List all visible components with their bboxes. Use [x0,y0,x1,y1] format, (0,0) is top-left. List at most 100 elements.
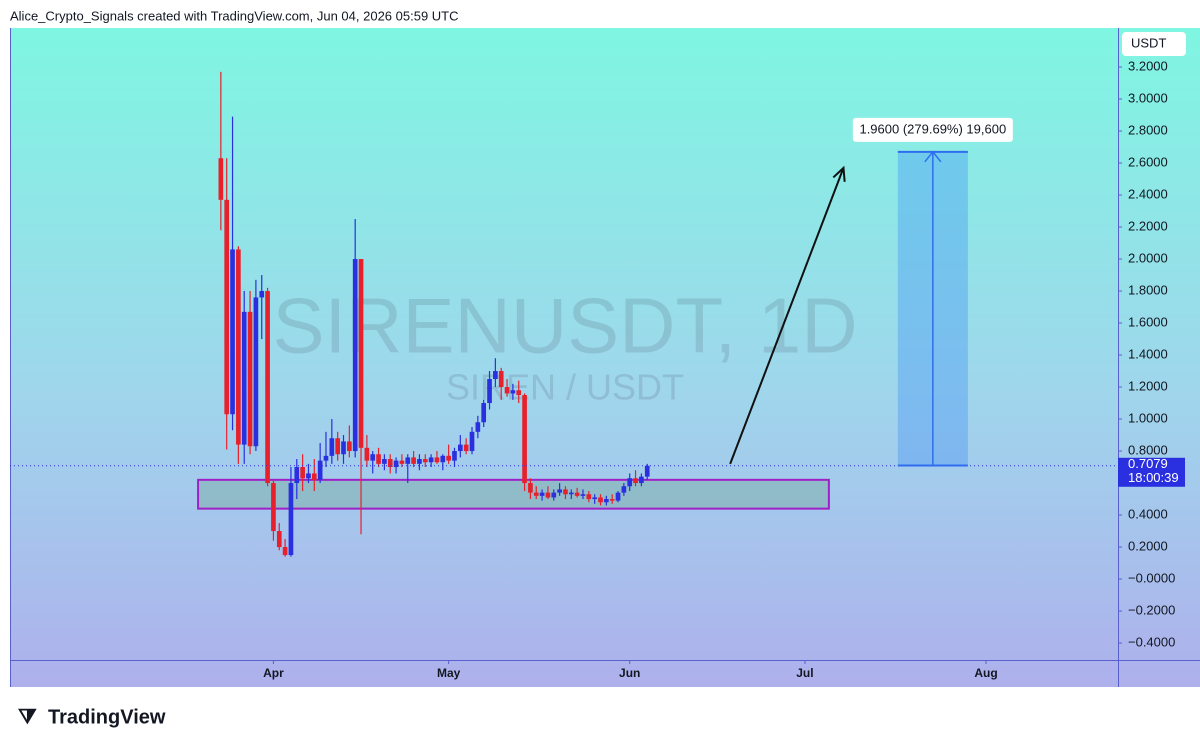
candle-body [218,158,224,200]
candle-body [510,390,516,394]
last-price: 0.7079 [1128,456,1168,471]
candle-body [247,311,253,447]
candle-body [253,297,259,447]
y-tick-label: 3.2000 [1128,58,1168,73]
candle-body [545,492,551,498]
candle-body [446,455,451,461]
projection-arrowhead [924,150,942,163]
candle-body [323,455,329,461]
y-tick-label: 2.0000 [1128,250,1168,265]
candle-body [639,476,644,484]
candle-body [516,390,522,396]
y-tick-label: 0.4000 [1128,506,1168,521]
header: Alice_Crypto_Signals created with Tradin… [10,8,459,23]
candle-body [627,478,633,487]
candle-body [428,457,434,463]
candle-body [633,478,638,484]
candle-body [528,483,533,493]
candle-body [621,486,627,493]
candle-body [568,492,574,495]
candle-body [533,492,539,496]
candle-body [551,492,557,498]
candle-body [574,492,580,496]
candle-body [604,499,609,503]
candle-body [224,199,230,415]
candle-body [434,457,440,463]
brand: TradingView [48,706,166,728]
currency-box [1122,32,1186,56]
candle-body [539,492,545,496]
candle-body [382,459,387,464]
candle-body [370,454,376,461]
candle-body [282,547,288,556]
y-tick-label: −0.0000 [1128,570,1175,585]
candle-body [557,489,562,493]
candle-body [452,451,457,461]
trend-arrow [729,167,845,465]
watermark-subtitle: SIREN / USDT [446,367,684,408]
y-tick-label: 1.2000 [1128,378,1168,393]
currency: USDT [1131,35,1166,50]
candle-body [259,291,265,298]
y-tick-label: 0.8000 [1128,442,1168,457]
candle-body [417,459,422,464]
candle-body [341,441,346,455]
candle-body [230,249,235,415]
candle-body [463,444,469,452]
candle-body [241,311,247,445]
candle-body [411,457,416,464]
y-tick-label: 1.0000 [1128,410,1168,425]
candle-body [481,403,487,423]
candle-body [504,387,510,394]
candle-body [615,492,621,501]
candle-body [457,444,463,452]
candle-body [276,531,282,548]
y-tick-label: 1.4000 [1128,346,1168,361]
candle-body [592,497,598,500]
x-tick-label: May [437,666,461,680]
candle-body [387,459,393,468]
y-tick-label: 2.6000 [1128,154,1168,169]
candle-body [469,431,475,452]
candle-body [563,489,568,495]
candle-body [644,465,650,477]
candle-body [522,395,527,484]
projection-label: 1.9600 (279.69%) 19,600 [859,121,1006,136]
candle-body [376,454,381,464]
y-tick-label: −0.2000 [1128,602,1175,617]
candle-body [609,499,615,501]
candle-body [347,441,352,452]
trend-arrowhead [832,165,846,182]
candle-body [236,249,241,445]
x-tick-label: Aug [974,666,997,680]
candle-body [487,379,492,404]
y-tick-label: −0.4000 [1128,634,1175,649]
y-tick-label: 2.4000 [1128,186,1168,201]
x-tick-label: Jun [619,666,640,680]
candle-body [358,259,364,448]
candle-body [317,460,323,480]
y-tick-label: 3.0000 [1128,90,1168,105]
candle-body [335,438,341,455]
candle-body [288,483,294,556]
candle-body [306,473,311,479]
candle-body [498,371,504,388]
y-tick-label: 1.6000 [1128,314,1168,329]
candle-body [311,473,317,480]
countdown: 18:00:39 [1128,470,1179,485]
candle-body [399,460,405,464]
candle-body [265,291,270,484]
brand-logo: ⧩ [18,706,37,729]
x-tick-label: Jul [796,666,813,680]
x-tick-label: Apr [263,666,284,680]
last-price-box [1118,457,1185,487]
candle-body [329,438,335,456]
candle-body [294,467,300,484]
projection-label-box [852,117,1013,142]
candle-body [271,483,276,532]
candle-body [475,422,481,432]
y-tick-label: 2.2000 [1128,218,1168,233]
candle-body [580,494,586,496]
candle-body [586,494,592,500]
